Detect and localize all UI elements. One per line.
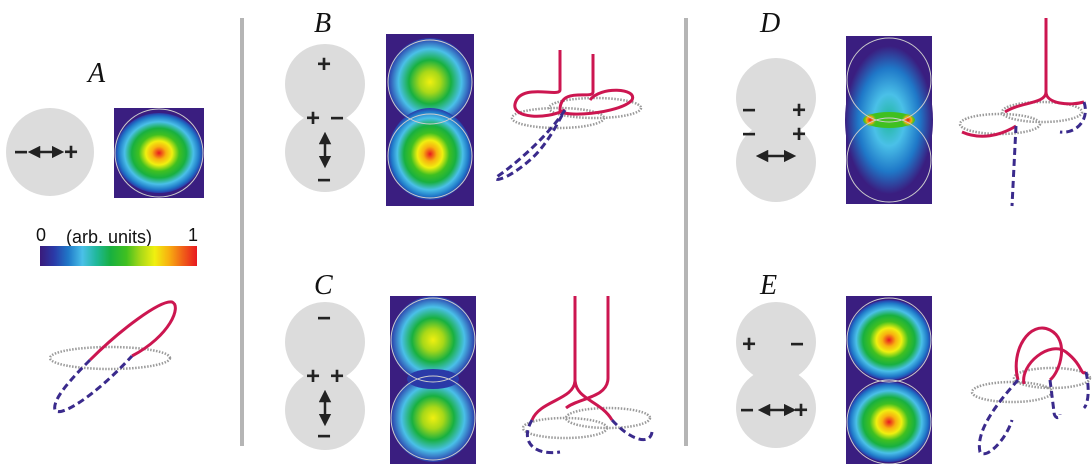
panel-c-outline-bottom bbox=[390, 375, 476, 461]
panel-d-sign-2: + bbox=[792, 97, 806, 124]
panel-d: D − + − + bbox=[736, 8, 1087, 207]
panel-c-gap bbox=[407, 369, 459, 389]
panel-b-ring-right bbox=[547, 96, 643, 120]
panel-b-circle-top bbox=[285, 44, 365, 124]
panel-d-label: D bbox=[759, 8, 780, 39]
panel-c-sign-1: − bbox=[317, 305, 331, 332]
panel-e-ring-right bbox=[1012, 366, 1092, 390]
panel-b-outline-top bbox=[387, 39, 473, 125]
panel-a-heatmap-outline bbox=[114, 108, 204, 198]
panel-d-sign-4: + bbox=[792, 121, 806, 148]
panel-a-label: A bbox=[86, 58, 106, 89]
panel-b-outline-bottom bbox=[387, 113, 473, 199]
panel-b-lobe-top bbox=[388, 38, 472, 126]
panel-e-sign-4: + bbox=[794, 397, 808, 424]
separator-right bbox=[684, 18, 688, 446]
colorbar bbox=[40, 246, 197, 266]
panel-c-dashed-curve bbox=[525, 418, 654, 455]
panel-e-circle-top bbox=[736, 302, 816, 382]
panel-d-circle-top bbox=[736, 58, 816, 138]
panel-e-lobe-bottom bbox=[847, 382, 931, 462]
panel-b-ring-left bbox=[510, 106, 606, 130]
panel-d-solid-curve bbox=[961, 18, 1085, 138]
panel-a: A − + (arb. units) 0 1 bbox=[6, 58, 204, 413]
colorbar-min-label: 0 bbox=[36, 225, 46, 245]
panel-d-outline-bottom bbox=[846, 117, 932, 203]
panel-d-sign-3: − bbox=[742, 121, 756, 148]
panel-a-solid-curve bbox=[88, 300, 177, 362]
panel-a-dashed-curve bbox=[53, 354, 134, 413]
panel-b-solid-curve bbox=[513, 50, 634, 118]
panel-c-sign-3: + bbox=[330, 363, 344, 390]
panel-e-ring-left bbox=[970, 380, 1054, 404]
panel-d-hotspot-right bbox=[901, 113, 915, 127]
panel-c-sign-2: + bbox=[306, 363, 320, 390]
panel-c-lobe-bottom bbox=[391, 374, 475, 462]
panel-a-sign-right: + bbox=[64, 139, 78, 166]
panel-e-outline-bottom bbox=[846, 379, 932, 464]
panel-e-sign-1: + bbox=[742, 331, 756, 358]
panel-e-label: E bbox=[759, 270, 777, 301]
panel-b: B + + − − bbox=[285, 8, 643, 206]
panel-d-sign-1: − bbox=[742, 97, 756, 124]
panel-e-sign-3: − bbox=[740, 397, 754, 424]
colorbar-max-label: 1 bbox=[188, 225, 198, 245]
panel-d-hotspot-left bbox=[863, 113, 877, 127]
panel-e-sign-2: − bbox=[790, 331, 804, 358]
panel-c-lobe-top bbox=[391, 296, 475, 384]
panel-d-outline-top bbox=[846, 37, 932, 123]
panel-e-dashed-curve bbox=[977, 371, 1090, 456]
panel-d-ring-left bbox=[958, 112, 1042, 136]
panel-a-ring bbox=[48, 345, 172, 371]
panel-b-dashed-curve bbox=[494, 109, 567, 181]
panel-c-outline-top bbox=[390, 297, 476, 383]
panel-d-bridge bbox=[863, 112, 915, 128]
panel-a-heatmap-field bbox=[115, 113, 203, 193]
panel-c-ring-right bbox=[564, 406, 652, 430]
panel-d-ring-right bbox=[1000, 100, 1084, 124]
panel-c-sign-4: − bbox=[317, 423, 331, 450]
panel-c-circle-top bbox=[285, 302, 365, 382]
panel-a-sign-left: − bbox=[14, 139, 28, 166]
panel-e-solid-curve bbox=[1014, 326, 1087, 385]
panel-c-label: C bbox=[314, 270, 333, 301]
panel-b-sign-2: + bbox=[306, 105, 320, 132]
panel-b-sign-3: − bbox=[330, 105, 344, 132]
panel-d-dashed-curve bbox=[1010, 101, 1087, 207]
panel-e-outline-top bbox=[846, 297, 932, 383]
panel-e-lobe-top bbox=[847, 300, 931, 380]
panel-b-label: B bbox=[314, 8, 331, 39]
panel-b-sign-4: − bbox=[317, 167, 331, 194]
panel-b-lobe-bottom bbox=[388, 108, 472, 200]
panel-c-solid-curve bbox=[530, 296, 614, 421]
panel-e: E + − − + bbox=[736, 270, 1092, 464]
separator-left bbox=[240, 18, 244, 446]
panel-c: C − + + − bbox=[285, 270, 654, 464]
panel-b-sign-1: + bbox=[317, 51, 331, 78]
colorbar-unit-label: (arb. units) bbox=[66, 227, 152, 247]
